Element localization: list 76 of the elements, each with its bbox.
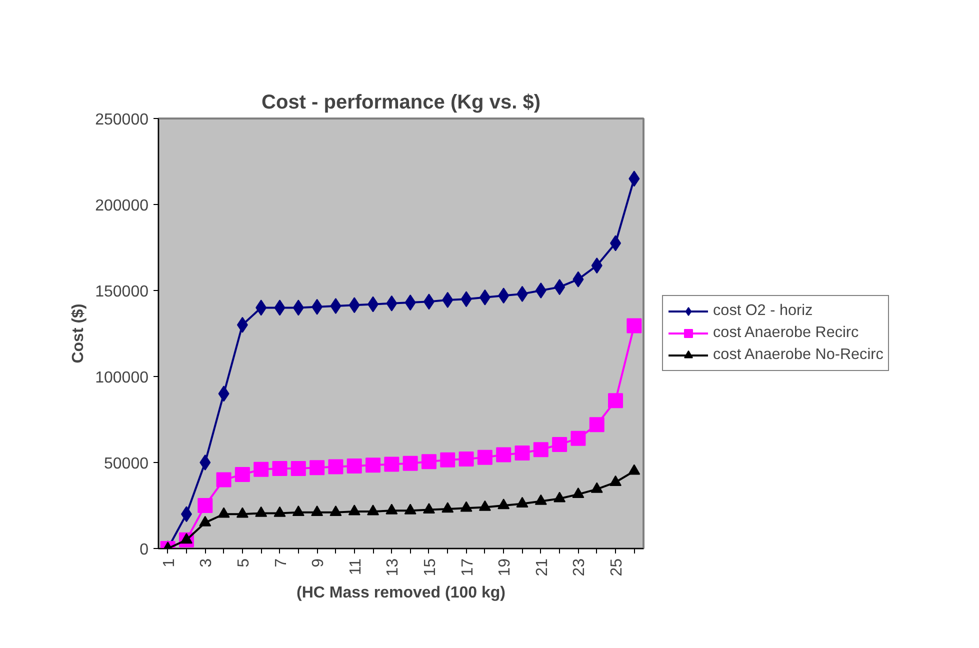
point [572, 487, 584, 498]
x-tick-label: 7 [272, 558, 290, 568]
point [534, 494, 547, 505]
point [234, 467, 250, 482]
point [478, 500, 491, 511]
y-tick-label: 0 [140, 542, 149, 558]
point [626, 318, 642, 334]
point [516, 496, 528, 508]
point [236, 507, 248, 518]
point [589, 417, 604, 432]
point [440, 452, 456, 468]
point [458, 452, 474, 467]
point [422, 502, 435, 514]
x-tick-label: 15 [422, 558, 439, 576]
x-tick-label: 11 [347, 558, 364, 576]
point [366, 458, 381, 473]
point [628, 464, 640, 475]
point [533, 442, 548, 458]
point [200, 454, 211, 470]
point [514, 446, 530, 461]
legend-label: cost Anaerobe Recirc [713, 324, 859, 342]
x-tick-label: 25 [608, 558, 626, 576]
point [384, 456, 400, 472]
point [386, 504, 398, 514]
point [198, 498, 213, 513]
point [310, 460, 325, 476]
y-tick-label: 100000 [95, 370, 149, 386]
point [552, 436, 568, 452]
point [328, 459, 344, 474]
point [590, 482, 603, 493]
x-tick-label: 1 [160, 558, 178, 568]
y-axis-title: Cost ($) [70, 304, 88, 364]
point [608, 393, 624, 408]
point [180, 533, 192, 544]
point [348, 504, 360, 516]
y-tick-label: 50000 [104, 456, 149, 472]
point [402, 456, 418, 471]
point [367, 504, 380, 516]
point [554, 492, 566, 502]
point [496, 447, 512, 462]
point [199, 516, 212, 526]
x-axis-title: (HC Mass removed (100 kg) [296, 584, 506, 602]
point [477, 450, 492, 465]
x-tick-label: 9 [310, 558, 328, 568]
chart-title: Cost - performance (Kg vs. $) [262, 92, 540, 114]
legend-label: cost O2 - horiz [713, 302, 813, 320]
x-tick-label: 17 [459, 558, 476, 576]
y-tick-label: 200000 [95, 198, 149, 214]
point [498, 498, 510, 510]
point [535, 282, 546, 298]
point [404, 504, 416, 514]
point [274, 506, 286, 517]
y-tick-label: 150000 [95, 284, 149, 300]
point [272, 461, 288, 476]
point [255, 506, 268, 517]
point [216, 472, 232, 488]
x-tick-label: 21 [534, 558, 551, 576]
point [610, 475, 622, 486]
point [460, 501, 472, 512]
point [421, 454, 436, 470]
point [570, 430, 586, 446]
point [290, 461, 306, 476]
x-tick-label: 5 [235, 558, 252, 568]
point [218, 507, 230, 518]
point [442, 502, 454, 513]
legend-label: cost Anaerobe No-Recirc [713, 346, 884, 364]
point [311, 506, 324, 516]
point [254, 462, 269, 477]
point [346, 458, 362, 474]
point [292, 506, 304, 516]
y-tick-label: 250000 [95, 112, 149, 128]
x-tick-label: 3 [198, 558, 216, 568]
point [330, 506, 342, 516]
x-tick-label: 23 [571, 558, 588, 576]
x-tick-label: 13 [384, 558, 402, 576]
x-tick-label: 19 [496, 558, 514, 576]
